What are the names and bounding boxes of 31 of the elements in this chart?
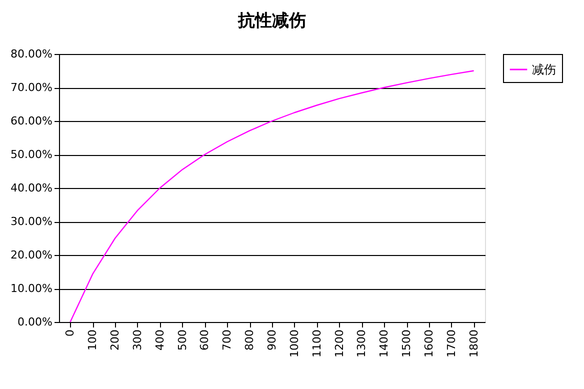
chart-title: 抗性减伤	[237, 11, 306, 31]
y-tick-label: 10.00%	[10, 282, 52, 295]
x-tick-label: 1800	[467, 330, 480, 358]
x-tick-label: 1500	[400, 330, 414, 358]
x-tick-label: 1200	[332, 330, 346, 358]
x-tick-label: 1700	[444, 330, 458, 358]
line-series	[70, 70, 474, 323]
legend-label: 减伤	[532, 62, 556, 76]
x-tick-label: 700	[220, 330, 234, 350]
x-tick-label: 200	[108, 330, 122, 350]
x-tick-label: 500	[176, 330, 189, 350]
y-tick-label: 0.00%	[18, 316, 52, 328]
x-tick-label: 400	[153, 330, 166, 350]
x-tick-label: 600	[198, 330, 212, 350]
y-tick-label: 70.00%	[10, 81, 52, 94]
y-tick-label: 60.00%	[10, 114, 52, 128]
x-tick-label: 800	[243, 330, 256, 350]
y-tick-label: 40.00%	[10, 182, 52, 194]
x-tick-label: 1000	[288, 330, 301, 358]
y-tick-label: 80.00%	[10, 48, 52, 60]
x-tick-label: 1400	[378, 330, 391, 358]
x-tick-label: 1300	[355, 330, 368, 358]
y-tick-label: 20.00%	[10, 248, 52, 262]
y-tick-label: 50.00%	[10, 148, 52, 161]
x-tick-label: 0	[64, 330, 77, 336]
x-tick-label: 1600	[422, 330, 436, 358]
x-tick-label: 300	[130, 330, 144, 350]
y-tick-label: 30.00%	[10, 215, 52, 228]
x-tick-label: 1100	[310, 330, 324, 358]
x-tick-label: 100	[86, 330, 100, 350]
x-tick-label: 900	[266, 330, 278, 350]
